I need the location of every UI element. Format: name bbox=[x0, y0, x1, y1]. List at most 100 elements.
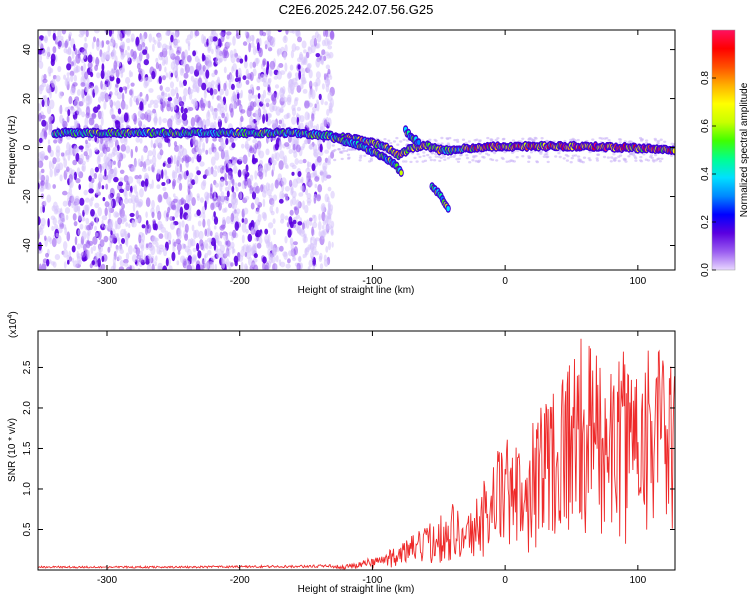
noise-speck bbox=[346, 153, 351, 156]
noise-speck bbox=[111, 114, 116, 120]
noise-speck bbox=[177, 250, 181, 255]
noise-speck bbox=[225, 137, 229, 146]
noise-speck bbox=[318, 93, 322, 101]
noise-speck bbox=[74, 195, 80, 205]
noise-speck bbox=[295, 46, 300, 51]
noise-speck bbox=[108, 165, 112, 174]
noise-speck bbox=[101, 40, 105, 48]
noise-speck bbox=[291, 30, 296, 34]
noise-speck bbox=[333, 158, 337, 162]
noise-speck bbox=[213, 190, 216, 200]
noise-speck bbox=[160, 226, 166, 233]
noise-speck bbox=[51, 78, 56, 88]
noise-speck bbox=[153, 116, 158, 126]
noise-speck bbox=[139, 92, 143, 97]
noise-speck bbox=[327, 92, 333, 102]
noise-speck bbox=[298, 70, 302, 80]
noise-speck bbox=[127, 45, 130, 51]
noise-speck bbox=[151, 155, 157, 165]
noise-speck bbox=[318, 230, 322, 237]
noise-speck bbox=[47, 218, 50, 228]
noise-speck bbox=[307, 46, 313, 55]
noise-speck bbox=[186, 214, 191, 222]
noise-speck bbox=[156, 172, 160, 180]
noise-speck bbox=[275, 106, 281, 116]
noise-speck bbox=[55, 232, 59, 238]
noise-speck bbox=[155, 255, 158, 262]
noise-speck bbox=[257, 93, 261, 99]
noise-speck bbox=[297, 171, 302, 177]
noise-speck bbox=[170, 221, 175, 230]
noise-speck bbox=[253, 264, 259, 270]
y-tick-label: 0 bbox=[22, 144, 33, 150]
noise-speck bbox=[467, 140, 471, 143]
noise-speck bbox=[189, 65, 195, 75]
noise-speck bbox=[115, 100, 121, 111]
noise-speck bbox=[230, 107, 234, 118]
noise-speck bbox=[318, 150, 324, 157]
noise-speck bbox=[143, 253, 147, 263]
noise-speck bbox=[305, 219, 310, 229]
noise-speck bbox=[101, 255, 105, 263]
noise-speck bbox=[316, 123, 320, 131]
noise-speck bbox=[242, 41, 248, 46]
noise-speck bbox=[264, 98, 271, 103]
noise-speck bbox=[331, 144, 335, 147]
noise-speck bbox=[70, 61, 74, 67]
snr-frame bbox=[37, 330, 676, 571]
noise-speck bbox=[99, 239, 105, 248]
noise-speck bbox=[254, 170, 258, 180]
noise-speck bbox=[312, 239, 318, 246]
noise-speck bbox=[141, 167, 147, 172]
noise-speck bbox=[67, 109, 71, 117]
noise-speck bbox=[85, 30, 89, 38]
noise-speck bbox=[150, 139, 153, 148]
snr-panel: -300 -200 -100 0 100 0.51.01.52.02.5 (x104) … bbox=[7, 311, 676, 595]
noise-speck bbox=[139, 188, 144, 198]
noise-speck bbox=[306, 62, 312, 69]
noise-speck bbox=[196, 153, 202, 163]
colorbar-tick-label: 0.4 bbox=[700, 167, 711, 181]
noise-speck bbox=[63, 261, 67, 269]
noise-speck bbox=[326, 196, 330, 203]
noise-speck bbox=[274, 263, 278, 270]
noise-speck bbox=[201, 263, 205, 270]
noise-speck bbox=[132, 202, 136, 212]
noise-speck bbox=[94, 232, 99, 237]
noise-speck bbox=[347, 157, 351, 160]
noise-speck bbox=[415, 160, 419, 163]
snr-scale-base: (x10 bbox=[8, 318, 19, 338]
noise-speck bbox=[68, 96, 73, 105]
noise-speck bbox=[191, 156, 195, 164]
noise-speck bbox=[105, 76, 111, 82]
noise-speck bbox=[297, 221, 303, 226]
noise-speck bbox=[183, 87, 188, 97]
noise-speck bbox=[70, 74, 74, 83]
noise-speck bbox=[44, 235, 47, 241]
noise-speck bbox=[301, 229, 305, 234]
noise-speck bbox=[293, 246, 298, 256]
noise-speck bbox=[85, 106, 91, 116]
noise-speck bbox=[108, 30, 112, 37]
noise-speck bbox=[60, 152, 65, 157]
noise-speck bbox=[54, 254, 61, 260]
noise-speck bbox=[296, 226, 302, 235]
noise-speck bbox=[109, 199, 113, 208]
noise-speck bbox=[249, 174, 254, 182]
noise-speck bbox=[176, 242, 182, 252]
noise-speck bbox=[164, 66, 167, 73]
noise-speck bbox=[196, 209, 201, 216]
noise-speck bbox=[639, 155, 643, 159]
noise-speck bbox=[229, 137, 234, 143]
noise-speck bbox=[76, 243, 81, 250]
noise-speck bbox=[120, 144, 127, 152]
noise-speck bbox=[140, 34, 143, 45]
noise-speck bbox=[223, 66, 227, 74]
noise-speck bbox=[41, 119, 47, 127]
noise-speck bbox=[62, 249, 69, 258]
noise-speck bbox=[243, 207, 249, 215]
noise-speck bbox=[277, 30, 283, 33]
noise-speck bbox=[323, 73, 327, 81]
noise-speck bbox=[242, 244, 247, 253]
noise-speck bbox=[456, 160, 461, 163]
